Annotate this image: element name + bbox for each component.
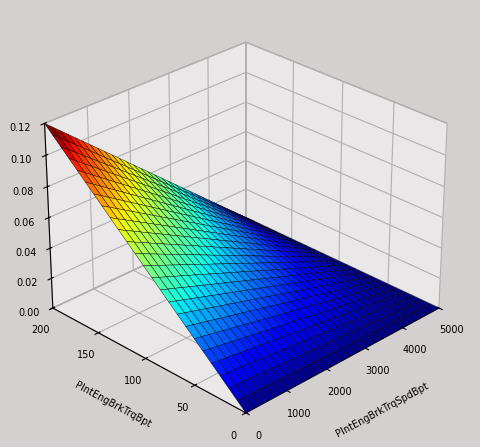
Y-axis label: PIntEngBrkTrqBpt: PIntEngBrkTrqBpt bbox=[73, 380, 153, 429]
X-axis label: PIntEngBrkTrqSpdBpt: PIntEngBrkTrqSpdBpt bbox=[335, 381, 431, 439]
